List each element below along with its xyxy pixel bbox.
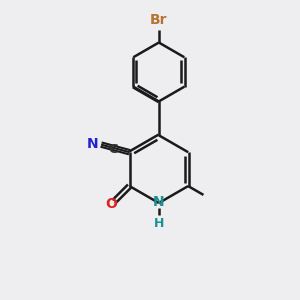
Text: O: O — [106, 197, 118, 211]
Text: N: N — [87, 137, 99, 151]
Text: H: H — [154, 217, 164, 230]
Text: C: C — [109, 143, 118, 157]
Text: N: N — [153, 195, 165, 209]
Text: Br: Br — [150, 13, 168, 27]
